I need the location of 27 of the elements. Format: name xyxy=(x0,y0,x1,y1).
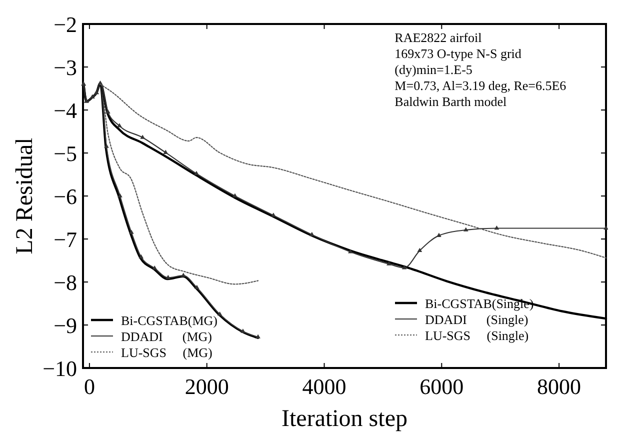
y-tick-label: −8 xyxy=(54,270,77,295)
legend-label: LU-SGS (Single) xyxy=(425,328,529,343)
annotation: Baldwin Barth model xyxy=(394,94,508,109)
y-tick-label: −5 xyxy=(54,141,77,166)
y-tick-label: −4 xyxy=(54,98,77,123)
x-tick-label: 6000 xyxy=(420,374,464,399)
annotation: 169x73 O-type N-S grid xyxy=(394,46,522,61)
y-tick-label: −2 xyxy=(54,12,77,37)
y-tick-label: −10 xyxy=(42,356,77,381)
annotation: M=0.73, Al=3.19 deg, Re=6.5E6 xyxy=(394,78,567,93)
annotation: (dy)min=1.E-5 xyxy=(394,62,472,77)
y-tick-label: −6 xyxy=(54,184,77,209)
y-tick-label: −3 xyxy=(54,55,77,80)
x-tick-label: 0 xyxy=(84,374,95,399)
y-tick-label: −9 xyxy=(54,313,77,338)
legend-label: LU-SGS (MG) xyxy=(121,345,212,360)
legend-label: DDADI (MG) xyxy=(121,329,212,344)
x-tick-label: 8000 xyxy=(537,374,582,399)
x-tick-label: 2000 xyxy=(184,374,229,399)
legend-label: Bi-CGSTAB(MG) xyxy=(121,313,218,328)
y-tick-label: −7 xyxy=(54,227,77,252)
y-axis-title: L2 Residual xyxy=(12,137,38,254)
legend-label: Bi-CGSTAB(Single) xyxy=(425,296,534,311)
annotation: RAE2822 airfoil xyxy=(394,30,482,45)
x-axis-title: Iteration step xyxy=(282,406,408,432)
x-tick-label: 4000 xyxy=(302,374,346,399)
legend-label: DDADI (Single) xyxy=(425,312,528,327)
